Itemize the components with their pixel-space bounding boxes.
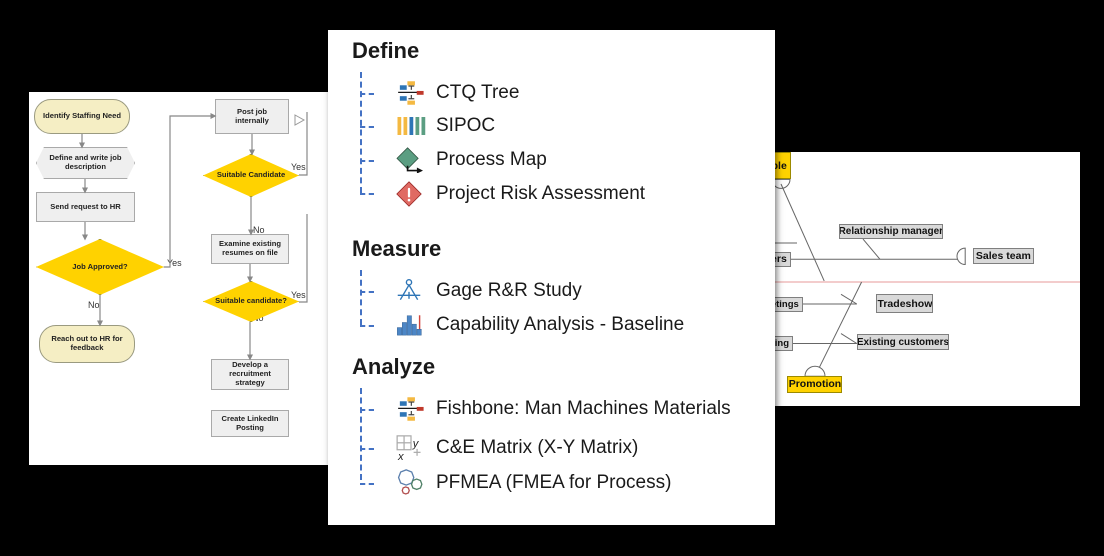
svg-text:x: x xyxy=(397,451,404,461)
svg-text:y: y xyxy=(412,438,420,450)
